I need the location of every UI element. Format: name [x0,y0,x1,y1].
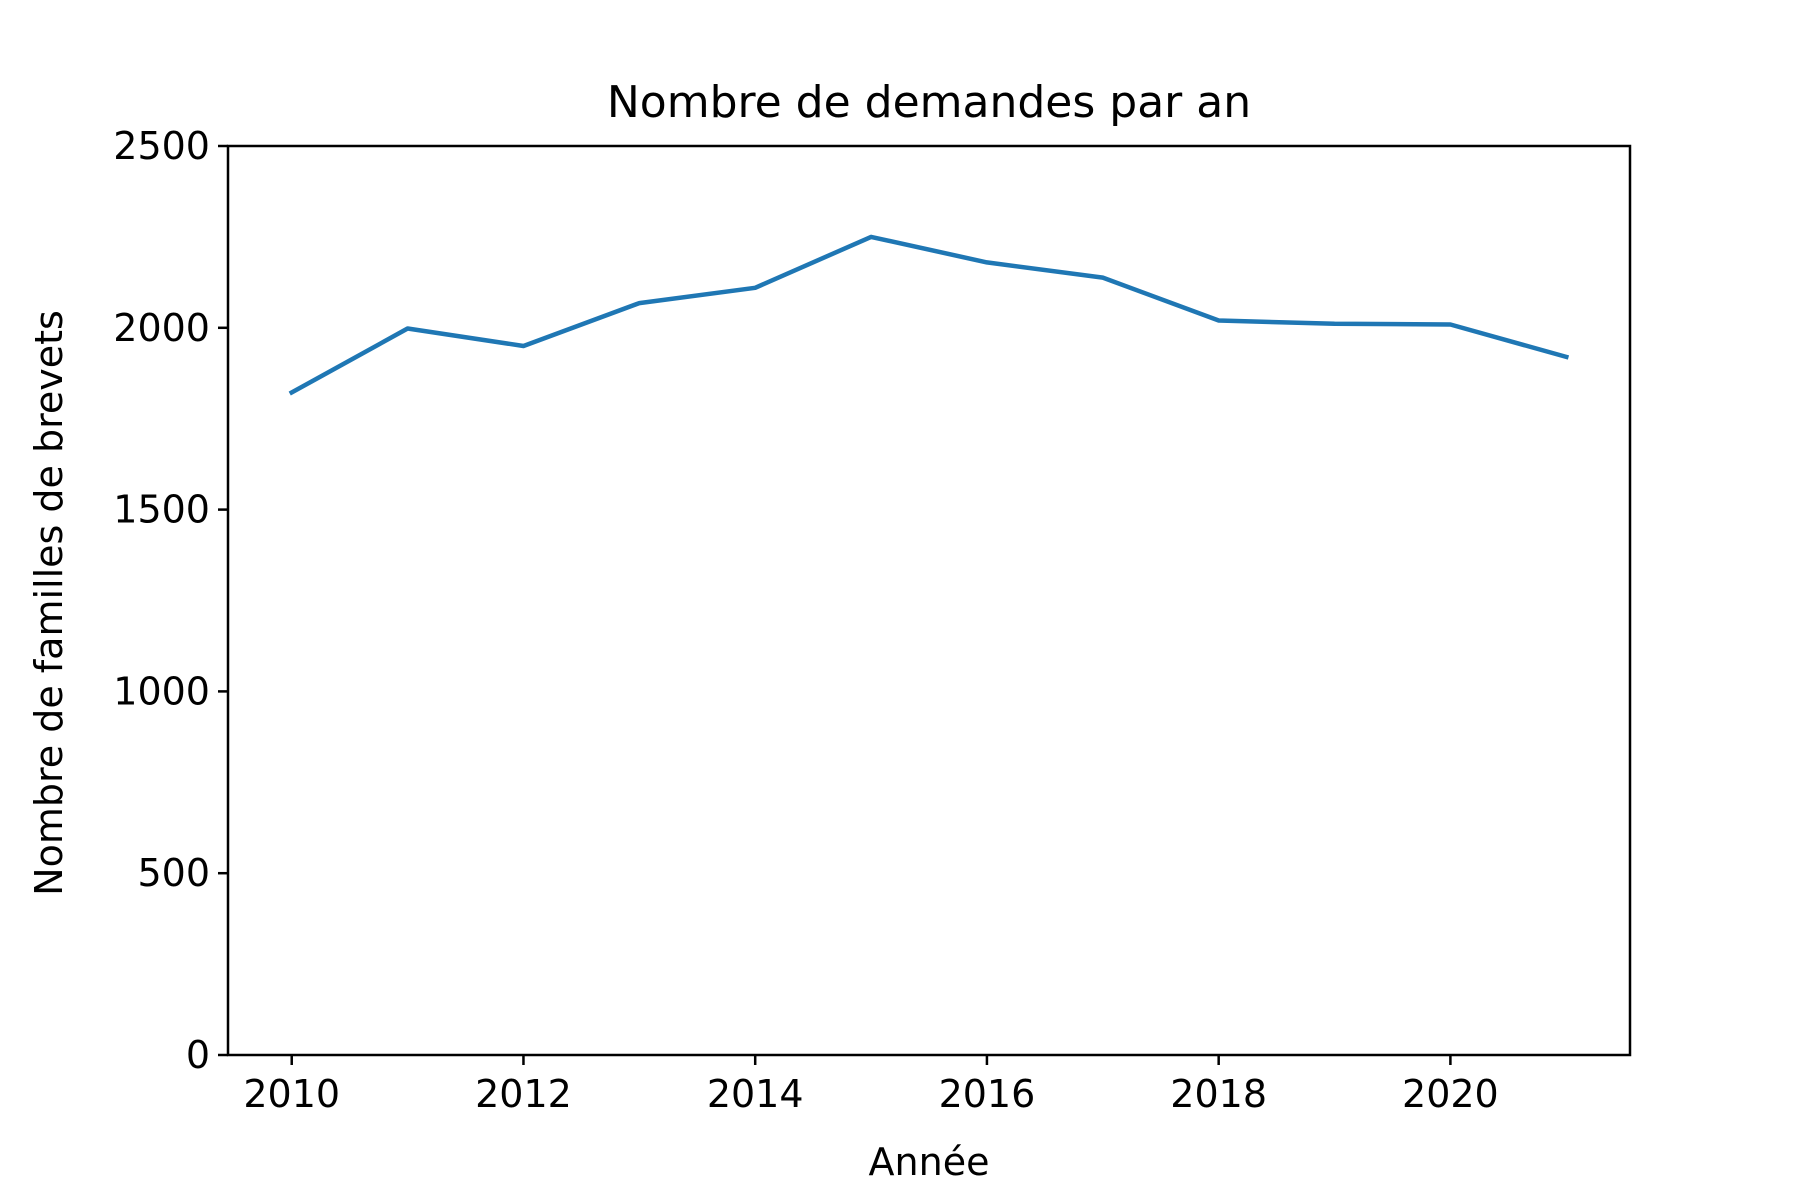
y-tick-label: 2500 [113,124,210,168]
x-tick-label: 2016 [939,1072,1036,1116]
x-tick-label: 2014 [707,1072,804,1116]
x-tick-label: 2018 [1170,1072,1267,1116]
x-axis-label: Année [869,1140,990,1184]
y-tick-label: 1500 [113,488,210,532]
x-tick-label: 2012 [475,1072,572,1116]
y-axis-label: Nombre de familles de brevets [27,310,71,896]
y-tick-label: 0 [186,1033,210,1077]
y-tick-label: 1000 [113,669,210,713]
chart-title: Nombre de demandes par an [607,77,1251,128]
y-tick-label: 500 [137,851,210,895]
y-tick-label: 2000 [113,306,210,350]
x-tick-label: 2020 [1402,1072,1499,1116]
x-tick-label: 2010 [243,1072,340,1116]
